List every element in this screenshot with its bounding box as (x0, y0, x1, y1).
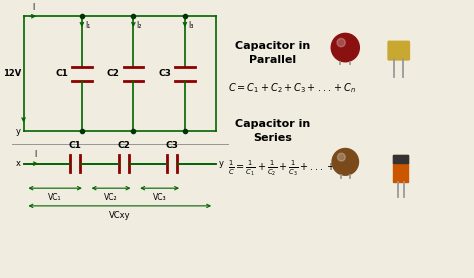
Text: I₂: I₂ (137, 21, 142, 29)
Text: x: x (16, 159, 21, 168)
Text: Capacitor in
Parallel: Capacitor in Parallel (235, 41, 310, 64)
Circle shape (337, 153, 345, 161)
Text: C3: C3 (158, 69, 171, 78)
Text: I: I (34, 150, 36, 159)
Text: I₃: I₃ (188, 21, 193, 29)
Text: C1: C1 (69, 141, 82, 150)
Text: $\frac{1}{C} = \frac{1}{C_1} + \frac{1}{C_2} + \frac{1}{C_3} + ... + \frac{1}{C_: $\frac{1}{C} = \frac{1}{C_1} + \frac{1}{… (228, 159, 346, 178)
Text: $C = C_1 + C_2 + C_3 + ... + C_n$: $C = C_1 + C_2 + C_3 + ... + C_n$ (228, 81, 356, 95)
Circle shape (337, 38, 345, 47)
Text: C2: C2 (117, 141, 130, 150)
Text: VC₃: VC₃ (153, 193, 166, 202)
Text: VCxy: VCxy (109, 211, 131, 220)
Text: I: I (32, 3, 35, 12)
Text: y: y (219, 159, 224, 168)
Text: C2: C2 (107, 69, 120, 78)
Text: I₁: I₁ (85, 21, 90, 29)
Text: C1: C1 (55, 69, 68, 78)
FancyBboxPatch shape (388, 41, 410, 60)
Bar (393, 155, 408, 182)
Circle shape (331, 33, 359, 62)
Bar (393, 155, 408, 163)
Text: 12V: 12V (3, 69, 22, 78)
Text: C3: C3 (166, 141, 179, 150)
Text: VC₁: VC₁ (48, 193, 62, 202)
Circle shape (332, 148, 358, 175)
Text: y: y (16, 127, 21, 136)
Text: Capacitor in
Series: Capacitor in Series (235, 119, 310, 143)
Text: VC₂: VC₂ (104, 193, 118, 202)
